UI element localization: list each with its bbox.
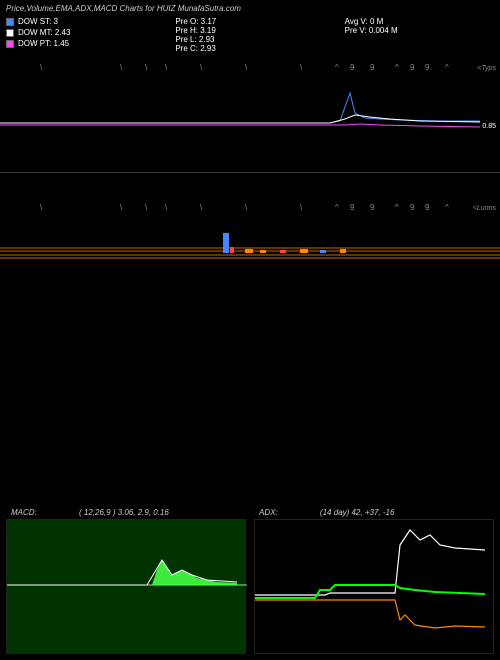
adx-subtitle: (14 day) 42, +37, -16 xyxy=(320,508,395,517)
pre-h: Pre H: 3.19 xyxy=(175,26,324,35)
volume-chart-area: \\\\\\\^99^99^ <Lunns xyxy=(0,203,500,293)
legend-label: DOW PT: 1.45 xyxy=(18,39,69,48)
price-chart: 0.85 xyxy=(0,63,500,173)
legend-col: DOW ST: 3 DOW MT: 2.43 DOW PT: 1.45 xyxy=(6,17,155,53)
adx-title: ADX: (14 day) 42, +37, -16 xyxy=(255,506,398,519)
adx-panel: ADX: (14 day) 42, +37, -16 xyxy=(254,519,494,654)
volume-svg xyxy=(0,203,500,293)
pre-c: Pre C: 2.93 xyxy=(175,44,324,53)
pre-col: Pre O: 3.17 Pre H: 3.19 Pre L: 2.93 Pre … xyxy=(155,17,324,53)
page-title: Price,Volume,EMA,ADX,MACD Charts for HUI… xyxy=(0,0,500,17)
pre-o: Pre O: 3.17 xyxy=(175,17,324,26)
macd-subtitle: ( 12,26,9 ) 3.06, 2.9, 0.16 xyxy=(79,508,169,517)
swatch-white xyxy=(6,29,14,37)
legend-dow-mt: DOW MT: 2.43 xyxy=(6,28,155,37)
info-row: DOW ST: 3 DOW MT: 2.43 DOW PT: 1.45 Pre … xyxy=(0,17,500,53)
macd-title-text: MACD: xyxy=(11,508,37,517)
pre-l: Pre L: 2.93 xyxy=(175,35,324,44)
adx-svg xyxy=(255,520,495,655)
volume-chart xyxy=(0,203,500,293)
legend-dow-st: DOW ST: 3 xyxy=(6,17,155,26)
bottom-panels: MACD: ( 12,26,9 ) 3.06, 2.9, 0.16 ADX: (… xyxy=(0,519,500,654)
price-chart-area: \\\\\\\^99^99^ <Typs 0.85 xyxy=(0,63,500,173)
price-label-right: 0.85 xyxy=(482,123,496,130)
legend-dow-pt: DOW PT: 1.45 xyxy=(6,39,155,48)
macd-title: MACD: ( 12,26,9 ) 3.06, 2.9, 0.16 xyxy=(7,506,173,519)
avg-v: Avg V: 0 M xyxy=(345,17,494,26)
swatch-blue xyxy=(6,18,14,26)
avg-col: Avg V: 0 M Pre V: 0.004 M xyxy=(325,17,494,53)
adx-title-text: ADX: xyxy=(259,508,278,517)
legend-label: DOW ST: 3 xyxy=(18,17,58,26)
price-svg xyxy=(0,63,500,173)
macd-svg xyxy=(7,520,247,655)
macd-panel: MACD: ( 12,26,9 ) 3.06, 2.9, 0.16 xyxy=(6,519,246,654)
swatch-pink xyxy=(6,40,14,48)
legend-label: DOW MT: 2.43 xyxy=(18,28,70,37)
pre-v: Pre V: 0.004 M xyxy=(345,26,494,35)
